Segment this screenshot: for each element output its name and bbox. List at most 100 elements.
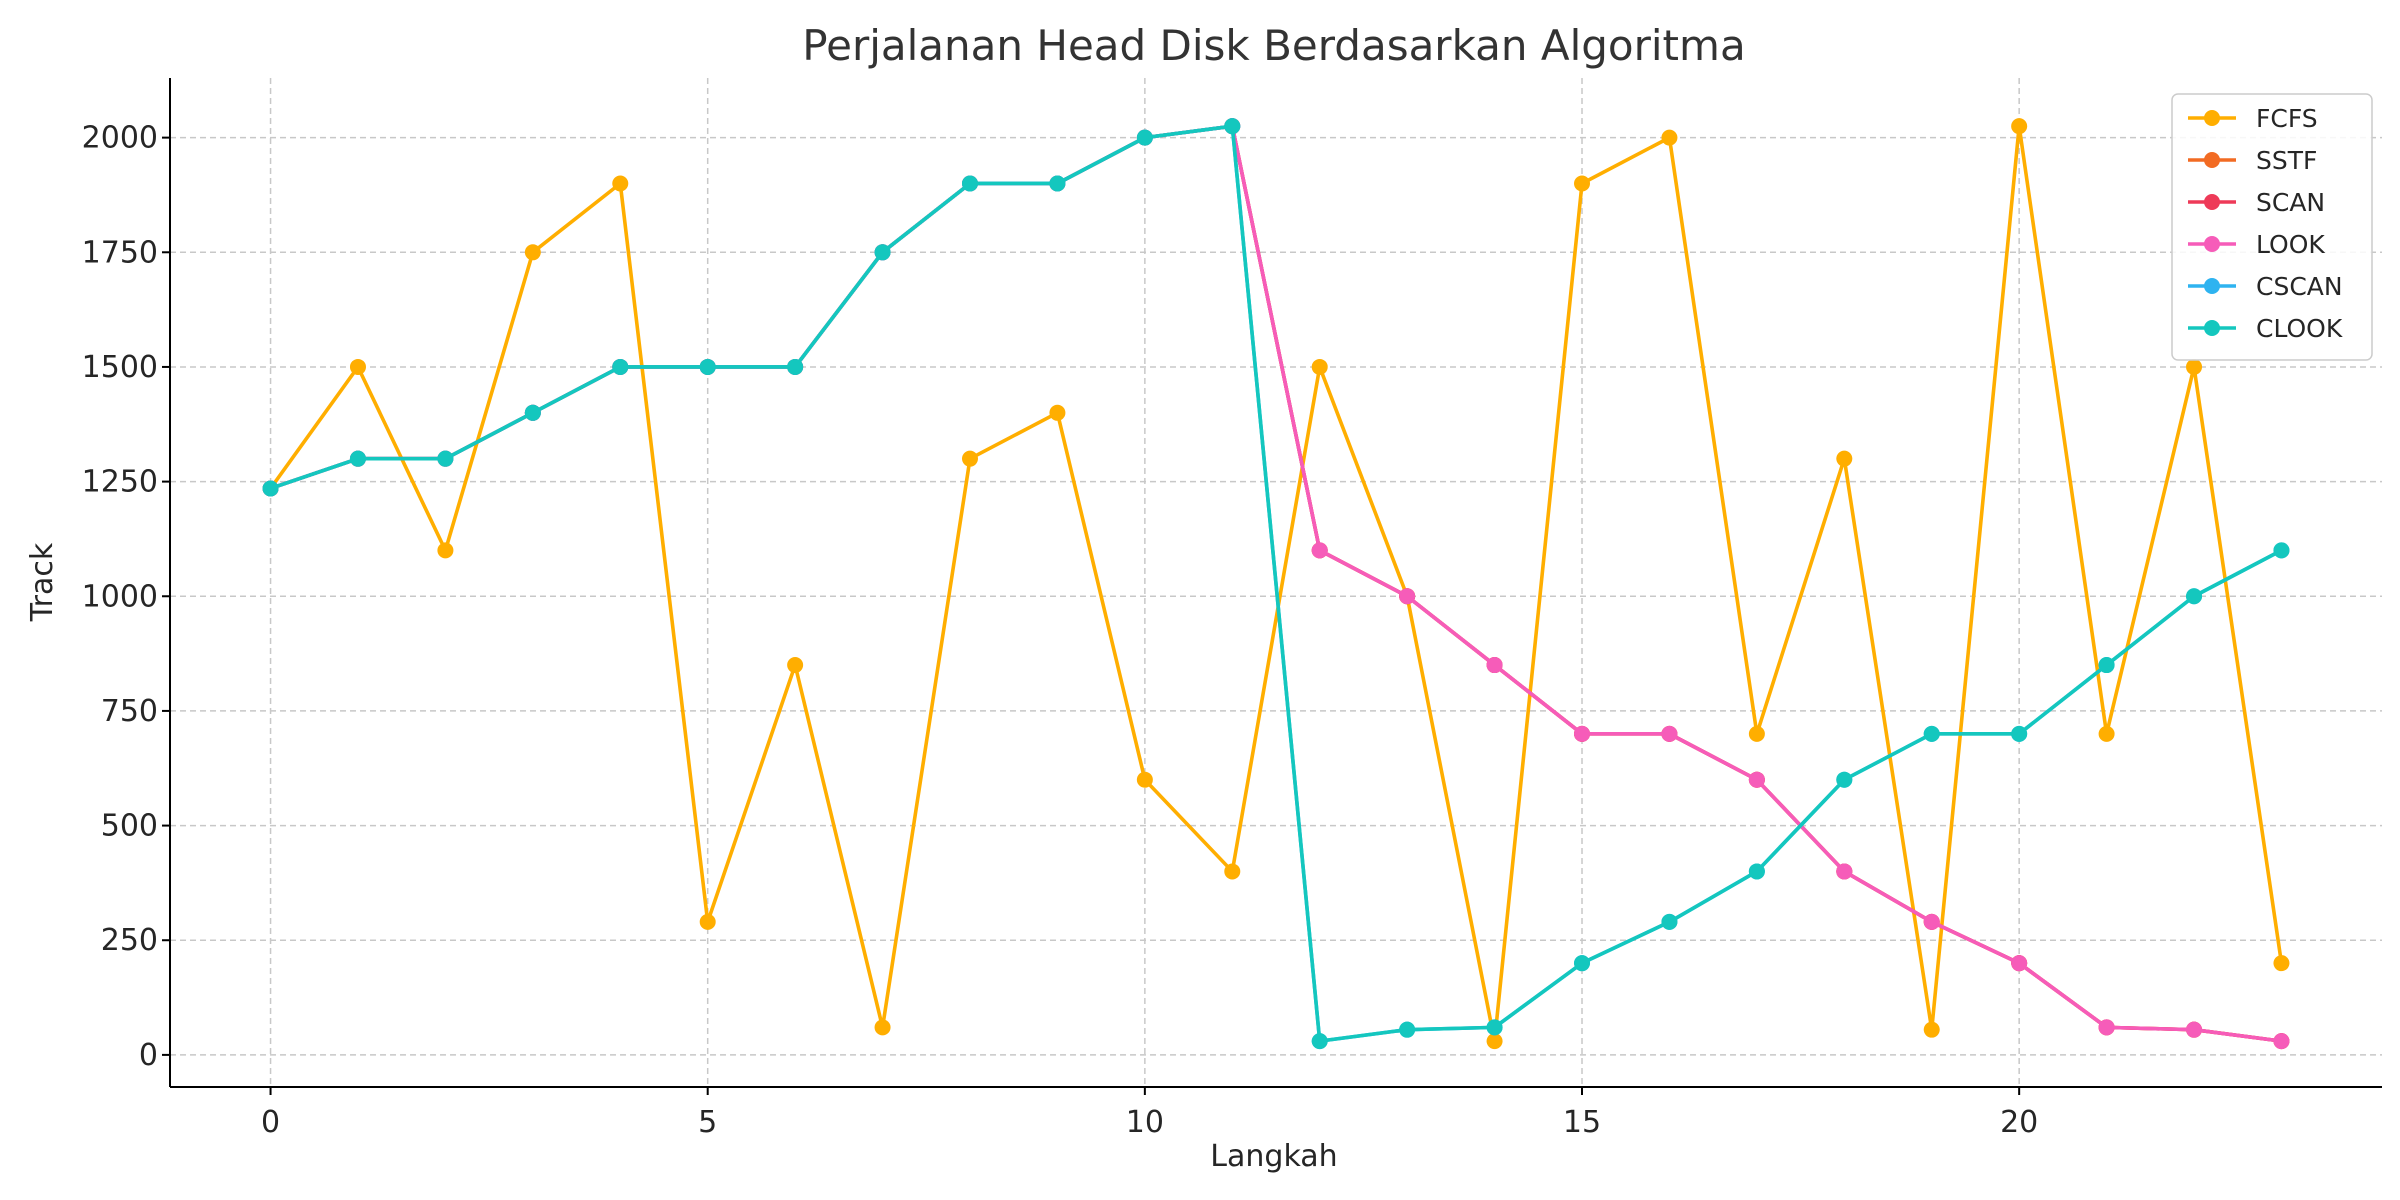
y-axis-title: Track <box>25 542 60 622</box>
axes <box>162 78 2382 1095</box>
data-point <box>1224 118 1241 135</box>
legend-swatch-marker <box>2204 320 2220 336</box>
legend-label: CSCAN <box>2256 272 2343 301</box>
data-point <box>699 913 716 930</box>
x-tick-labels: 0 5 10 15 20 <box>261 1105 2038 1140</box>
data-point <box>1486 657 1503 674</box>
y-tick-label: 500 <box>101 809 158 844</box>
data-point <box>2273 1033 2290 1050</box>
legend-swatch-marker <box>2204 110 2220 126</box>
data-point <box>2098 725 2115 742</box>
data-point <box>1836 863 1853 880</box>
data-point <box>1049 404 1066 421</box>
data-point <box>1836 771 1853 788</box>
x-tick-label: 0 <box>261 1105 280 1140</box>
data-point <box>1049 175 1066 192</box>
legend-swatch-marker <box>2204 278 2220 294</box>
y-tick-label: 1500 <box>82 350 158 385</box>
data-point <box>1748 771 1765 788</box>
data-point <box>1486 1019 1503 1036</box>
legend-item: CLOOK <box>2188 314 2343 343</box>
data-point <box>1399 588 1416 605</box>
data-point <box>1574 725 1591 742</box>
data-point <box>612 358 629 375</box>
y-tick-label: 2000 <box>82 121 158 156</box>
series-layer <box>262 118 2290 1050</box>
data-point <box>2186 358 2203 375</box>
data-point <box>2011 725 2028 742</box>
x-tick-label: 10 <box>1126 1105 1164 1140</box>
data-point <box>524 244 541 261</box>
data-point <box>2098 1019 2115 1036</box>
legend-swatch-marker <box>2204 194 2220 210</box>
x-tick-label: 5 <box>698 1105 717 1140</box>
data-point <box>699 358 716 375</box>
y-tick-label: 250 <box>101 923 158 958</box>
legend-item: LOOK <box>2188 230 2325 259</box>
data-point <box>874 244 891 261</box>
data-point <box>349 450 366 467</box>
data-point <box>612 175 629 192</box>
data-point <box>1661 725 1678 742</box>
legend-item: SSTF <box>2188 146 2317 175</box>
data-point <box>1399 1021 1416 1038</box>
x-axis-title: Langkah <box>1210 1139 1337 1174</box>
y-tick-label: 1000 <box>82 579 158 614</box>
data-point <box>787 657 804 674</box>
legend-item: SCAN <box>2188 188 2325 217</box>
data-point <box>2273 542 2290 559</box>
data-point <box>262 480 279 497</box>
legend-label: SSTF <box>2256 146 2317 175</box>
y-tick-label: 1750 <box>82 235 158 270</box>
legend-label: SCAN <box>2256 188 2325 217</box>
data-point <box>1661 913 1678 930</box>
data-point <box>874 1019 891 1036</box>
legend-item: FCFS <box>2188 104 2318 133</box>
data-point <box>1836 450 1853 467</box>
data-point <box>1574 955 1591 972</box>
data-point <box>1311 358 1328 375</box>
legend: FCFS SSTF SCAN LOOK CSCAN CLOOK <box>2171 93 2373 361</box>
data-point <box>1574 175 1591 192</box>
data-point <box>349 358 366 375</box>
legend-swatch-marker <box>2204 236 2220 252</box>
data-point <box>2273 955 2290 972</box>
data-point <box>1311 1033 1328 1050</box>
legend-label: LOOK <box>2256 230 2325 259</box>
data-point <box>787 358 804 375</box>
series-line <box>268 124 2284 1043</box>
data-point <box>1486 1033 1503 1050</box>
x-tick-label: 15 <box>1563 1105 1601 1140</box>
data-point <box>1661 129 1678 146</box>
data-point <box>1136 129 1153 146</box>
x-tick-label: 20 <box>2000 1105 2038 1140</box>
data-point <box>437 450 454 467</box>
data-point <box>2011 118 2028 135</box>
series-clook <box>262 118 2290 1050</box>
legend-label: CLOOK <box>2256 314 2343 343</box>
data-point <box>1311 542 1328 559</box>
data-point <box>2098 657 2115 674</box>
legend-item: CSCAN <box>2188 272 2343 301</box>
data-point <box>437 542 454 559</box>
chart-title: Perjalanan Head Disk Berdasarkan Algorit… <box>802 21 1745 70</box>
y-tick-label: 1250 <box>82 465 158 500</box>
series-line <box>268 124 2284 1043</box>
data-point <box>2186 1021 2203 1038</box>
y-tick-label: 750 <box>101 694 158 729</box>
data-point <box>1923 1021 1940 1038</box>
legend-label: FCFS <box>2256 104 2318 133</box>
data-point <box>961 450 978 467</box>
data-point <box>1224 863 1241 880</box>
data-point <box>1923 725 1940 742</box>
data-point <box>1748 863 1765 880</box>
data-point <box>1748 725 1765 742</box>
data-point <box>524 404 541 421</box>
data-point <box>961 175 978 192</box>
y-tick-labels: 0 250 500 750 1000 1250 1500 1750 2000 <box>82 121 158 1073</box>
data-point <box>1923 913 1940 930</box>
y-tick-label: 0 <box>139 1038 158 1073</box>
data-point <box>2186 588 2203 605</box>
